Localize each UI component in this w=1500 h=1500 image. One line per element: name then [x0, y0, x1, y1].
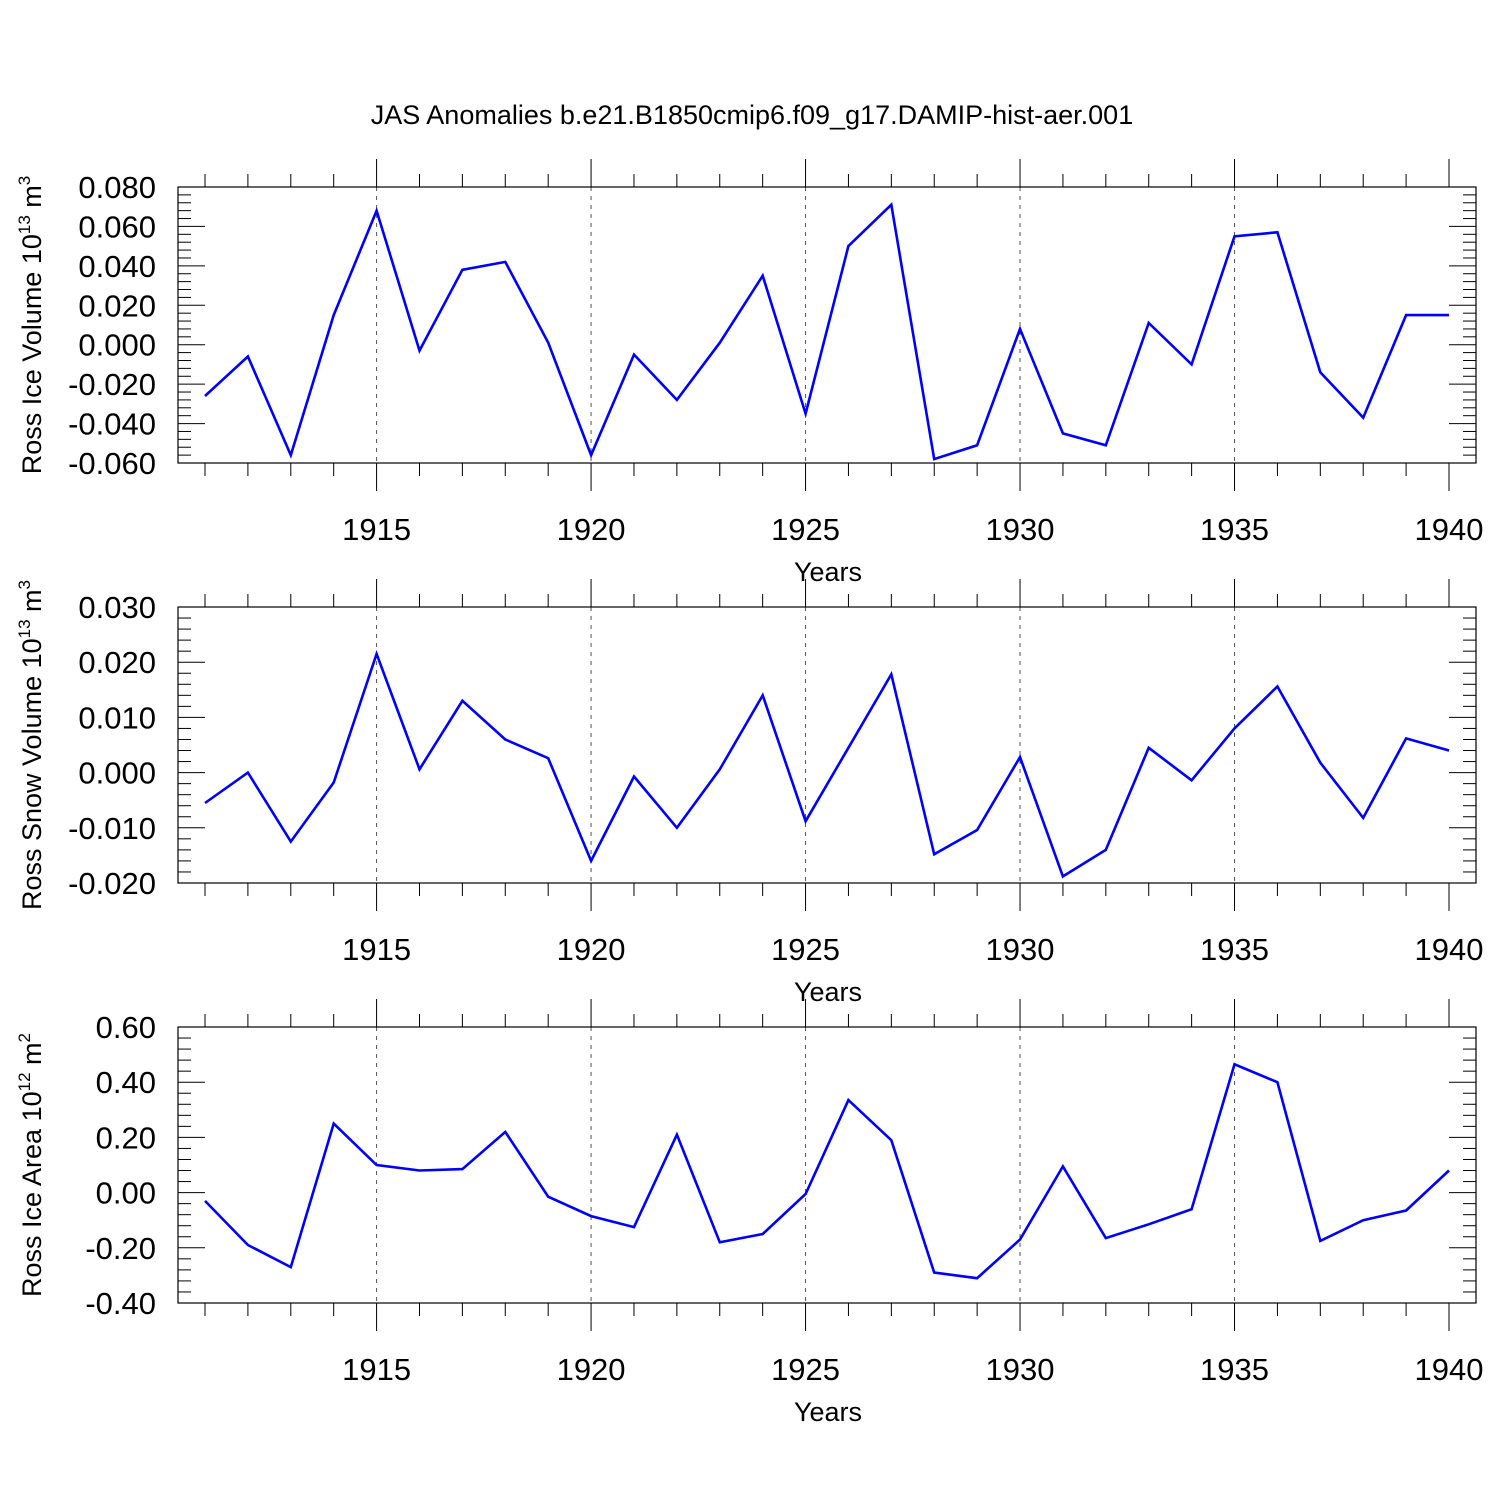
- y-axis-title-superscript: 13: [15, 619, 34, 638]
- plot-frame: [177, 606, 1477, 884]
- chart-panel-3: -0.40 -0.20 0.00 0.20 0.40 0.60 1915 1920 1925 19…: [15, 999, 1483, 1427]
- y-tick-label: 0.030: [78, 590, 156, 625]
- y-axis-title: Ross Snow Volume 1013 m3: [15, 580, 47, 910]
- x-tick-label: 1935: [1200, 512, 1269, 547]
- y-tick-label: -0.020: [68, 367, 156, 402]
- x-tick-label: 1935: [1200, 1352, 1269, 1387]
- x-tick-label: 1915: [342, 932, 411, 967]
- x-tick-label: 1940: [1415, 932, 1484, 967]
- x-tick-label: 1920: [557, 1352, 626, 1387]
- y-tick-label: 0.000: [78, 328, 156, 363]
- x-tick-label: 1930: [986, 1352, 1055, 1387]
- y-axis-title-part: m: [17, 1042, 47, 1072]
- x-tick-label: 1930: [986, 512, 1055, 547]
- x-tick-label: 1930: [986, 932, 1055, 967]
- y-tick-label: 0.000: [78, 756, 156, 791]
- y-tick-label: 0.040: [78, 249, 156, 284]
- series-line: [204, 649, 1450, 879]
- y-axis-title-superscript: 3: [15, 176, 34, 185]
- series-line: [204, 202, 1449, 461]
- y-axis-title-superscript: 2: [15, 1033, 34, 1042]
- y-axis-title-superscript: 12: [15, 1072, 34, 1091]
- x-tick-label: 1935: [1200, 932, 1269, 967]
- y-axis-title: Ross Ice Area 1012 m2: [15, 1033, 47, 1297]
- x-axis-title: Years: [794, 557, 862, 587]
- y-tick-label: 0.00: [96, 1176, 156, 1211]
- y-axis-title: Ross Ice Volume 1013 m3: [15, 176, 47, 475]
- plot-frame: [177, 186, 1477, 464]
- chart-title: JAS Anomalies b.e21.B1850cmip6.f09_g17.D…: [371, 100, 1133, 130]
- x-tick-label: 1920: [557, 512, 626, 547]
- x-tick-label: 1925: [771, 1352, 840, 1387]
- x-tick-label: 1940: [1415, 512, 1484, 547]
- y-axis-title-part: m: [17, 589, 47, 619]
- x-tick-label: 1920: [557, 932, 626, 967]
- y-tick-label: 0.020: [78, 288, 156, 323]
- y-tick-label: -0.020: [68, 866, 156, 901]
- y-tick-label: -0.40: [85, 1286, 156, 1321]
- x-tick-label: 1940: [1415, 1352, 1484, 1387]
- y-tick-label: 0.020: [78, 645, 156, 680]
- chart-panel-2: -0.020 -0.010 0.000 0.010 0.020 0.030 1915 1920…: [15, 579, 1483, 1007]
- y-axis-title-superscript: 13: [15, 215, 34, 234]
- y-tick-label: 0.40: [96, 1065, 156, 1100]
- y-tick-label: 0.60: [96, 1010, 156, 1045]
- plot-frame: [177, 1026, 1477, 1304]
- x-tick-label: 1915: [342, 1352, 411, 1387]
- x-tick-label: 1925: [771, 512, 840, 547]
- chart-panel-1: -0.060 -0.040 -0.020 0.000 0.020 0.040 0.060 0.…: [15, 159, 1483, 587]
- y-axis-title-part: Ross Ice Area 10: [17, 1091, 47, 1297]
- series-line: [204, 1062, 1450, 1280]
- y-axis-title-part: Ross Snow Volume 10: [17, 638, 47, 910]
- y-axis-title-part: m: [17, 185, 47, 215]
- y-axis-title-superscript: 3: [15, 580, 34, 589]
- y-tick-label: 0.060: [78, 209, 156, 244]
- y-tick-label: -0.010: [68, 811, 156, 846]
- y-tick-label: 0.20: [96, 1120, 156, 1155]
- x-axis-title: Years: [794, 977, 862, 1007]
- x-axis-title: Years: [794, 1397, 862, 1427]
- y-tick-label: 0.010: [78, 700, 156, 735]
- x-tick-label: 1925: [771, 932, 840, 967]
- y-axis-title-part: Ross Ice Volume 10: [17, 234, 47, 474]
- y-tick-label: -0.20: [85, 1231, 156, 1266]
- y-tick-label: -0.040: [68, 407, 156, 442]
- y-tick-label: 0.080: [78, 170, 156, 205]
- x-tick-label: 1915: [342, 512, 411, 547]
- y-tick-label: -0.060: [68, 446, 156, 481]
